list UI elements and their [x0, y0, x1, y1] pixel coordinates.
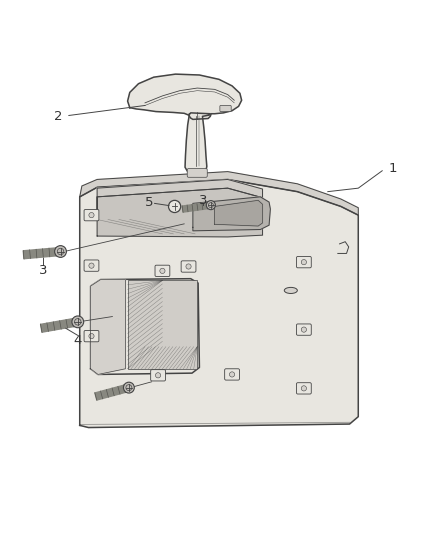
Circle shape: [72, 316, 84, 328]
Bar: [127, 280, 197, 369]
Polygon shape: [215, 200, 262, 226]
FancyBboxPatch shape: [297, 256, 311, 268]
Polygon shape: [193, 197, 270, 231]
FancyBboxPatch shape: [297, 383, 311, 394]
FancyBboxPatch shape: [151, 370, 166, 381]
Polygon shape: [97, 180, 262, 220]
Polygon shape: [91, 279, 199, 375]
Circle shape: [155, 373, 161, 378]
FancyBboxPatch shape: [155, 265, 170, 277]
Polygon shape: [41, 319, 74, 332]
Circle shape: [89, 334, 94, 339]
Polygon shape: [185, 113, 210, 175]
Circle shape: [89, 213, 94, 218]
Circle shape: [301, 260, 307, 265]
Text: 5: 5: [145, 196, 154, 208]
Polygon shape: [23, 248, 56, 259]
Ellipse shape: [284, 287, 297, 294]
Circle shape: [169, 200, 181, 213]
Circle shape: [301, 386, 307, 391]
Polygon shape: [97, 188, 262, 237]
Circle shape: [206, 200, 215, 209]
FancyBboxPatch shape: [220, 106, 231, 111]
Circle shape: [186, 264, 191, 269]
FancyBboxPatch shape: [187, 168, 207, 177]
FancyBboxPatch shape: [84, 330, 99, 342]
Polygon shape: [80, 180, 358, 427]
Polygon shape: [91, 279, 125, 375]
Text: 1: 1: [389, 162, 397, 175]
Polygon shape: [95, 385, 126, 400]
FancyBboxPatch shape: [181, 261, 196, 272]
Text: 4: 4: [74, 334, 82, 347]
Polygon shape: [182, 203, 208, 212]
FancyBboxPatch shape: [297, 324, 311, 335]
Circle shape: [55, 246, 67, 257]
Circle shape: [301, 327, 307, 332]
Text: 2: 2: [54, 110, 62, 123]
Text: 3: 3: [39, 264, 47, 277]
Circle shape: [230, 372, 235, 377]
Circle shape: [89, 263, 94, 268]
FancyBboxPatch shape: [225, 369, 240, 380]
FancyBboxPatch shape: [84, 260, 99, 271]
Polygon shape: [80, 172, 358, 215]
FancyBboxPatch shape: [84, 209, 99, 221]
Text: 3: 3: [199, 194, 207, 207]
Circle shape: [160, 268, 165, 273]
Circle shape: [124, 382, 134, 393]
Polygon shape: [127, 74, 242, 119]
